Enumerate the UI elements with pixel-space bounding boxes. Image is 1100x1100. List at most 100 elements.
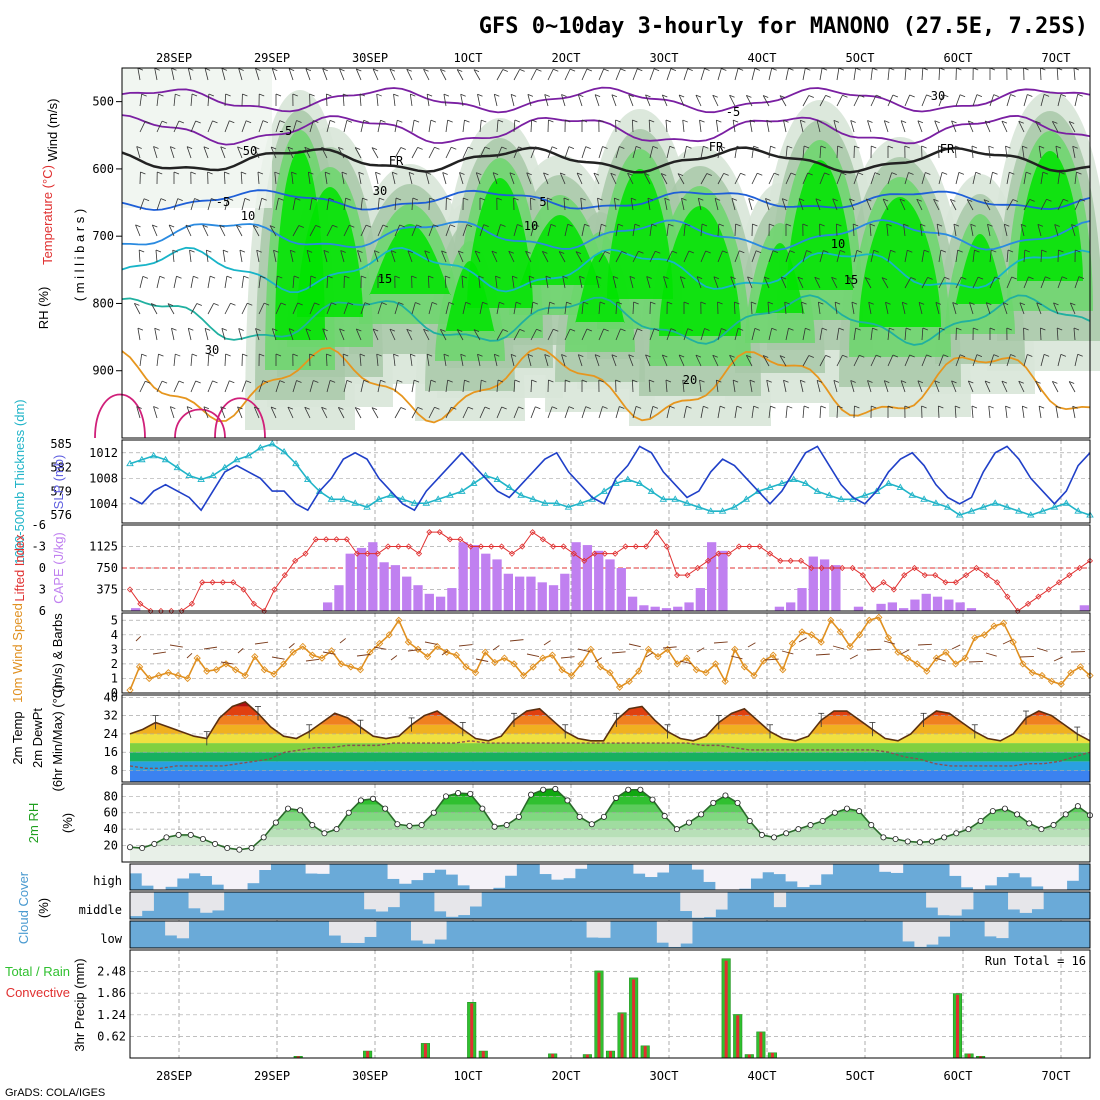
date-label-top: 1OCT [454,51,483,65]
wind-barb [802,250,807,263]
wind-barb [697,198,702,211]
wind-barb [781,198,787,211]
rh-fill [122,68,1100,438]
wind-barb [305,328,311,341]
wind-barb-flag [425,172,432,175]
wind-barb [751,68,756,81]
wind-barb-flag [905,327,912,331]
wind-barb-flag [578,94,584,97]
wind-barb [1072,146,1076,159]
wind-barb [836,250,841,263]
data-point [798,628,806,636]
wind-barb [954,146,957,159]
wind-barb-flag [254,406,260,410]
wind-barb-flag [884,120,890,123]
li-tick-label: 3 [39,583,46,597]
precip-conv-bar [597,972,601,1058]
wind-barb-flag [262,380,269,384]
slp-tick-label: 1012 [89,446,118,460]
wind-barb-flag [188,67,194,71]
wind-barb [695,94,702,107]
wind-barb-flag [551,146,558,150]
wind-barb-flag [628,94,634,98]
wind-barb-flag [783,379,789,383]
wind-barb-flag [681,197,687,201]
cloud-gap [317,864,330,874]
wind-barb-flag [220,146,226,150]
wind-barb [377,302,383,315]
wind-barb-flag [413,119,420,123]
li-point [374,550,381,557]
wind-barb [442,172,447,185]
wind-barb-flag [581,379,588,383]
wind-barb-flag [459,172,465,175]
li-point [983,572,990,579]
wind-barb-flag [394,275,400,279]
wind-barb-flag [586,328,593,332]
wind-barb [479,120,482,133]
wind-barb-flag [381,302,387,305]
wind-barb-flag [576,172,583,176]
wind-barb [479,302,483,315]
wind-barb [649,68,655,81]
data-point [164,668,173,677]
wind-barb [338,147,345,159]
data-point [577,660,585,668]
wind-barb-flag [833,380,840,383]
wind-barb-flag [374,250,380,253]
wind-barb [406,329,413,341]
wind-barb [258,302,265,315]
data-point [385,631,393,639]
cloud-gap [469,864,482,890]
wind-barb [427,275,430,289]
rh-band [130,812,1090,821]
wind-barb-flag [406,68,412,72]
wind-barb-flag [1072,145,1078,149]
cape-bar [323,602,333,611]
data-point [951,660,960,668]
cloud-gap [434,921,447,940]
wind-barb-flag [722,250,728,254]
date-label-bottom: 28SEP [156,1069,192,1083]
cloud-gap [258,864,271,871]
wind-barb [1003,224,1008,237]
wind-barb [682,380,685,393]
wind-barb-flag [363,379,369,383]
data-point [462,663,470,671]
data-point [339,495,348,502]
contour-label: 30 [205,343,219,357]
wind-barb [632,406,637,419]
data-point [702,668,710,677]
wind-barb-flag [1002,302,1009,306]
wind-barb-flag [390,250,397,254]
wind-barb [666,68,672,81]
wind-barb-flag [339,68,345,72]
wind-barb-flag [598,119,604,123]
wind-barb [762,355,770,367]
wind-barb [1037,224,1042,237]
wind-barb-flag [434,406,440,410]
temp-contour [174,408,226,439]
date-label-top: 5OCT [846,51,875,65]
cloud-gap [926,921,939,945]
contour-label: -5 [278,124,292,138]
wind-barb-flag [604,251,610,254]
data-point [163,834,170,841]
cloud-gap [410,921,424,941]
data-point [127,844,134,851]
data-point [683,499,691,506]
wind10-barb [764,658,779,661]
cape-bar [356,547,367,611]
wind-barb [271,328,277,341]
cloud-row-frame [129,863,1091,891]
wind-barb-flag [699,379,705,383]
thickness-line [129,443,1091,516]
wind-barb-flag [460,93,466,97]
wind-barb-flag [479,197,486,201]
wind10-barb [560,656,575,659]
wind-barb [411,380,415,393]
li-point [570,550,577,557]
wind-barb-flag [772,250,779,254]
data-point [673,660,681,668]
wind-barb-flag [644,173,650,176]
